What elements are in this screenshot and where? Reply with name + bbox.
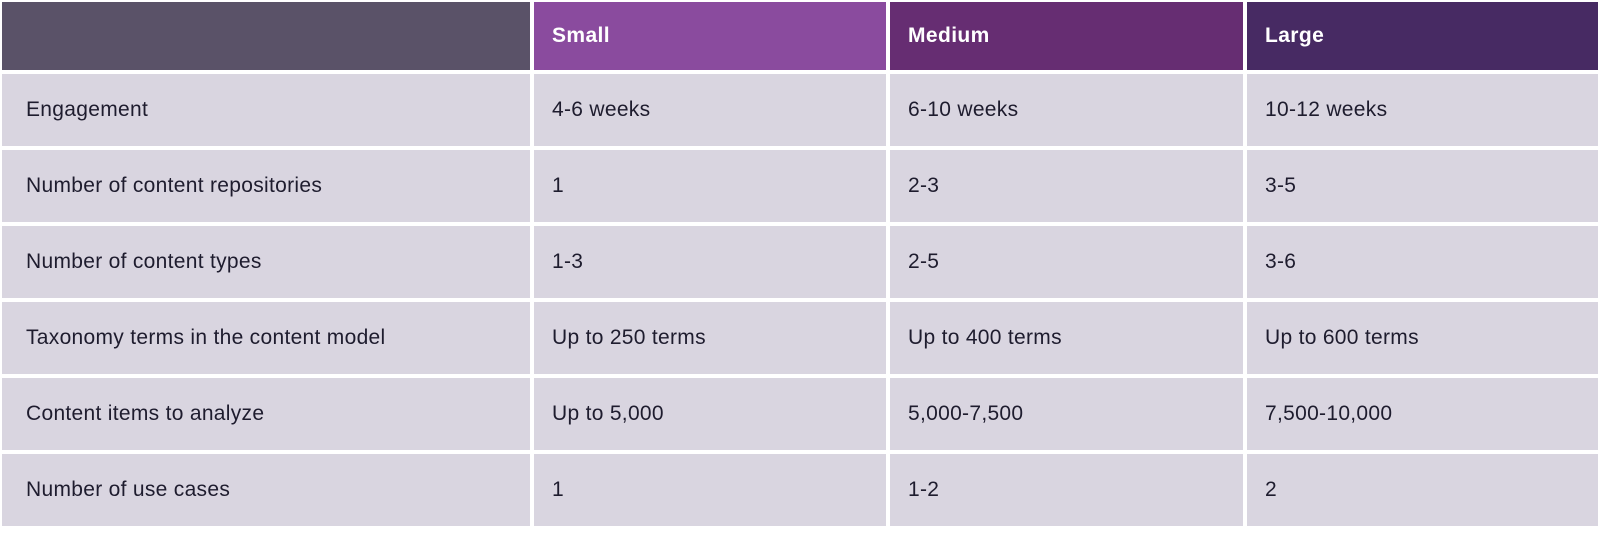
cell-large: 3-5 xyxy=(1247,150,1598,222)
cell-small: 1-3 xyxy=(534,226,886,298)
column-header-large: Large xyxy=(1247,2,1598,70)
cell-small: 4-6 weeks xyxy=(534,74,886,146)
tier-comparison-table: Small Medium Large Engagement 4-6 weeks … xyxy=(0,0,1600,528)
table-row: Taxonomy terms in the content model Up t… xyxy=(2,302,1598,374)
cell-medium: Up to 400 terms xyxy=(890,302,1243,374)
row-label: Content items to analyze xyxy=(2,378,530,450)
cell-medium: 5,000-7,500 xyxy=(890,378,1243,450)
row-label: Number of content types xyxy=(2,226,530,298)
table-row: Engagement 4-6 weeks 6-10 weeks 10-12 we… xyxy=(2,74,1598,146)
column-header-small: Small xyxy=(534,2,886,70)
row-label: Number of use cases xyxy=(2,454,530,526)
cell-large: 3-6 xyxy=(1247,226,1598,298)
cell-medium: 2-5 xyxy=(890,226,1243,298)
table-row: Number of content types 1-3 2-5 3-6 xyxy=(2,226,1598,298)
table-row: Number of use cases 1 1-2 2 xyxy=(2,454,1598,526)
cell-medium: 2-3 xyxy=(890,150,1243,222)
cell-medium: 1-2 xyxy=(890,454,1243,526)
cell-small: 1 xyxy=(534,150,886,222)
row-label: Number of content repositories xyxy=(2,150,530,222)
cell-small: 1 xyxy=(534,454,886,526)
cell-large: 2 xyxy=(1247,454,1598,526)
cell-large: Up to 600 terms xyxy=(1247,302,1598,374)
table-row: Content items to analyze Up to 5,000 5,0… xyxy=(2,378,1598,450)
cell-small: Up to 250 terms xyxy=(534,302,886,374)
header-corner-cell xyxy=(2,2,530,70)
row-label: Taxonomy terms in the content model xyxy=(2,302,530,374)
table-header-row: Small Medium Large xyxy=(2,2,1598,70)
cell-medium: 6-10 weeks xyxy=(890,74,1243,146)
cell-large: 10-12 weeks xyxy=(1247,74,1598,146)
cell-large: 7,500-10,000 xyxy=(1247,378,1598,450)
column-header-medium: Medium xyxy=(890,2,1243,70)
table-row: Number of content repositories 1 2-3 3-5 xyxy=(2,150,1598,222)
cell-small: Up to 5,000 xyxy=(534,378,886,450)
row-label: Engagement xyxy=(2,74,530,146)
